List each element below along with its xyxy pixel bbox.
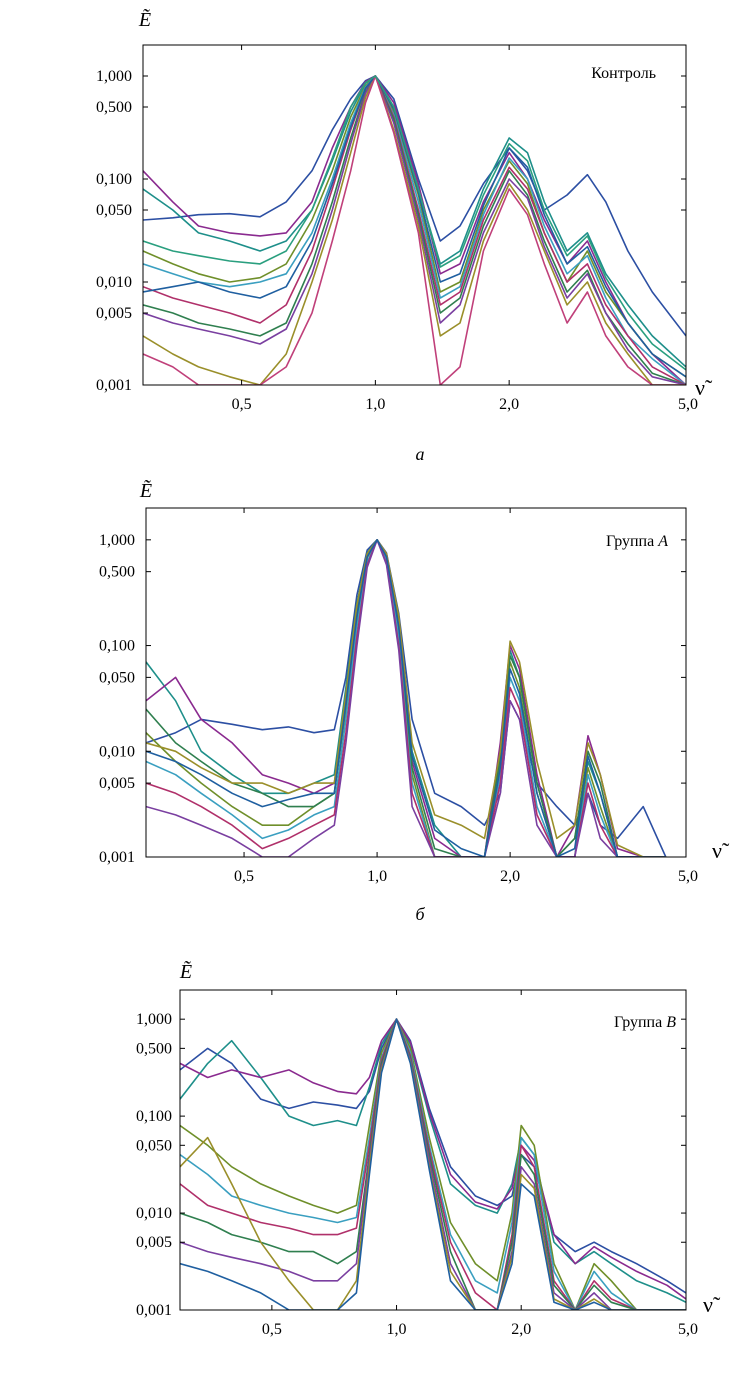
y-tick-label: 0,500 [136, 1040, 172, 1057]
x-axis-title: ν̃ [712, 838, 730, 863]
y-tick-label: 1,000 [99, 532, 135, 549]
y-tick-label: 0,050 [136, 1137, 172, 1154]
y-tick-label: 0,050 [96, 202, 132, 219]
y-tick-label: 0,050 [99, 669, 135, 686]
x-tick-label: 5,0 [678, 868, 698, 885]
x-tick-label: 0,5 [234, 868, 254, 885]
plot-frame [142, 44, 687, 386]
series-line-s7 [180, 1018, 686, 1310]
y-tick-label: 0,001 [96, 377, 132, 394]
y-tick-label: 0,500 [96, 99, 132, 116]
series-line-s10 [146, 538, 666, 857]
chart-panel-1: 0,001 0,005 0,010 0,050 0,100 0,500 1,000 0,5 1,… [96, 7, 713, 464]
series-line-s6 [143, 75, 686, 385]
series-line-s8 [146, 538, 666, 857]
x-axis-title: ν̃ [695, 375, 713, 400]
series-line-s5 [143, 75, 686, 385]
y-tick-label: 0,100 [96, 171, 132, 188]
series-line-s9 [146, 538, 666, 857]
series-line-s7 [143, 75, 686, 385]
series-line-s1 [180, 1018, 686, 1294]
y-tick-label: 0,005 [96, 305, 132, 322]
series-line-s9 [143, 75, 686, 385]
y-tick-label: 0,100 [136, 1108, 172, 1125]
panel-title: Группа А [606, 533, 668, 550]
panel-title: Группа В [614, 1014, 676, 1031]
chart-panel-2: 0,001 0,005 0,010 0,050 0,100 0,500 1,000 0,5 1,… [99, 478, 730, 924]
x-tick-label: 0,5 [262, 1321, 282, 1338]
x-tick-label: 1,0 [387, 1321, 407, 1338]
series-group [143, 75, 686, 385]
x-tick-label: 2,0 [511, 1321, 531, 1338]
series-line-s5 [180, 1018, 686, 1310]
x-tick-label: 1,0 [365, 396, 385, 413]
y-axis-title: Ẽ [138, 7, 151, 31]
series-line-s11 [143, 75, 686, 385]
y-tick-label: 0,001 [99, 849, 135, 866]
y-tick-label: 0,100 [99, 638, 135, 655]
y-axis-title: Ẽ [139, 478, 152, 502]
panel-caption: б [415, 904, 425, 924]
series-line-s3 [180, 1018, 686, 1300]
y-tick-label: 1,000 [96, 68, 132, 85]
series-line-s1 [143, 75, 686, 337]
series-line-s4 [180, 1018, 686, 1310]
x-tick-label: 5,0 [678, 1321, 698, 1338]
y-tick-label: 0,001 [136, 1302, 172, 1319]
x-tick-label: 2,0 [499, 396, 519, 413]
series-group [180, 1018, 686, 1310]
series-line-s6 [180, 1018, 686, 1310]
series-line-s10 [180, 1018, 686, 1310]
panel-title: Контроль [591, 65, 656, 82]
x-tick-label: 2,0 [500, 868, 520, 885]
y-axis-title: Ẽ [179, 959, 192, 983]
y-tick-label: 0,010 [96, 274, 132, 291]
x-axis-title: ν̃ [703, 1292, 721, 1317]
series-line-s3 [143, 75, 686, 385]
x-tick-label: 0,5 [232, 396, 252, 413]
y-tick-label: 1,000 [136, 1011, 172, 1028]
x-tick-label: 5,0 [678, 396, 698, 413]
series-line-s9 [180, 1018, 686, 1310]
x-tick-label: 1,0 [367, 868, 387, 885]
y-tick-label: 0,010 [99, 743, 135, 760]
series-group [146, 538, 667, 857]
y-tick-label: 0,005 [136, 1234, 172, 1251]
series-line-s12 [143, 75, 686, 371]
plot-frame [145, 507, 687, 858]
chart-panel-3: 0,001 0,005 0,010 0,050 0,100 0,500 1,000 0,5 1,… [136, 959, 721, 1338]
series-line-s2 [180, 1018, 686, 1304]
y-tick-label: 0,005 [99, 775, 135, 792]
plot-frame [179, 989, 687, 1311]
panel-caption: а [416, 444, 425, 464]
series-line-s2 [143, 75, 686, 368]
y-tick-label: 0,010 [136, 1205, 172, 1222]
series-line-s8 [180, 1018, 686, 1310]
y-tick-label: 0,500 [99, 564, 135, 581]
series-line-s8 [143, 75, 686, 385]
